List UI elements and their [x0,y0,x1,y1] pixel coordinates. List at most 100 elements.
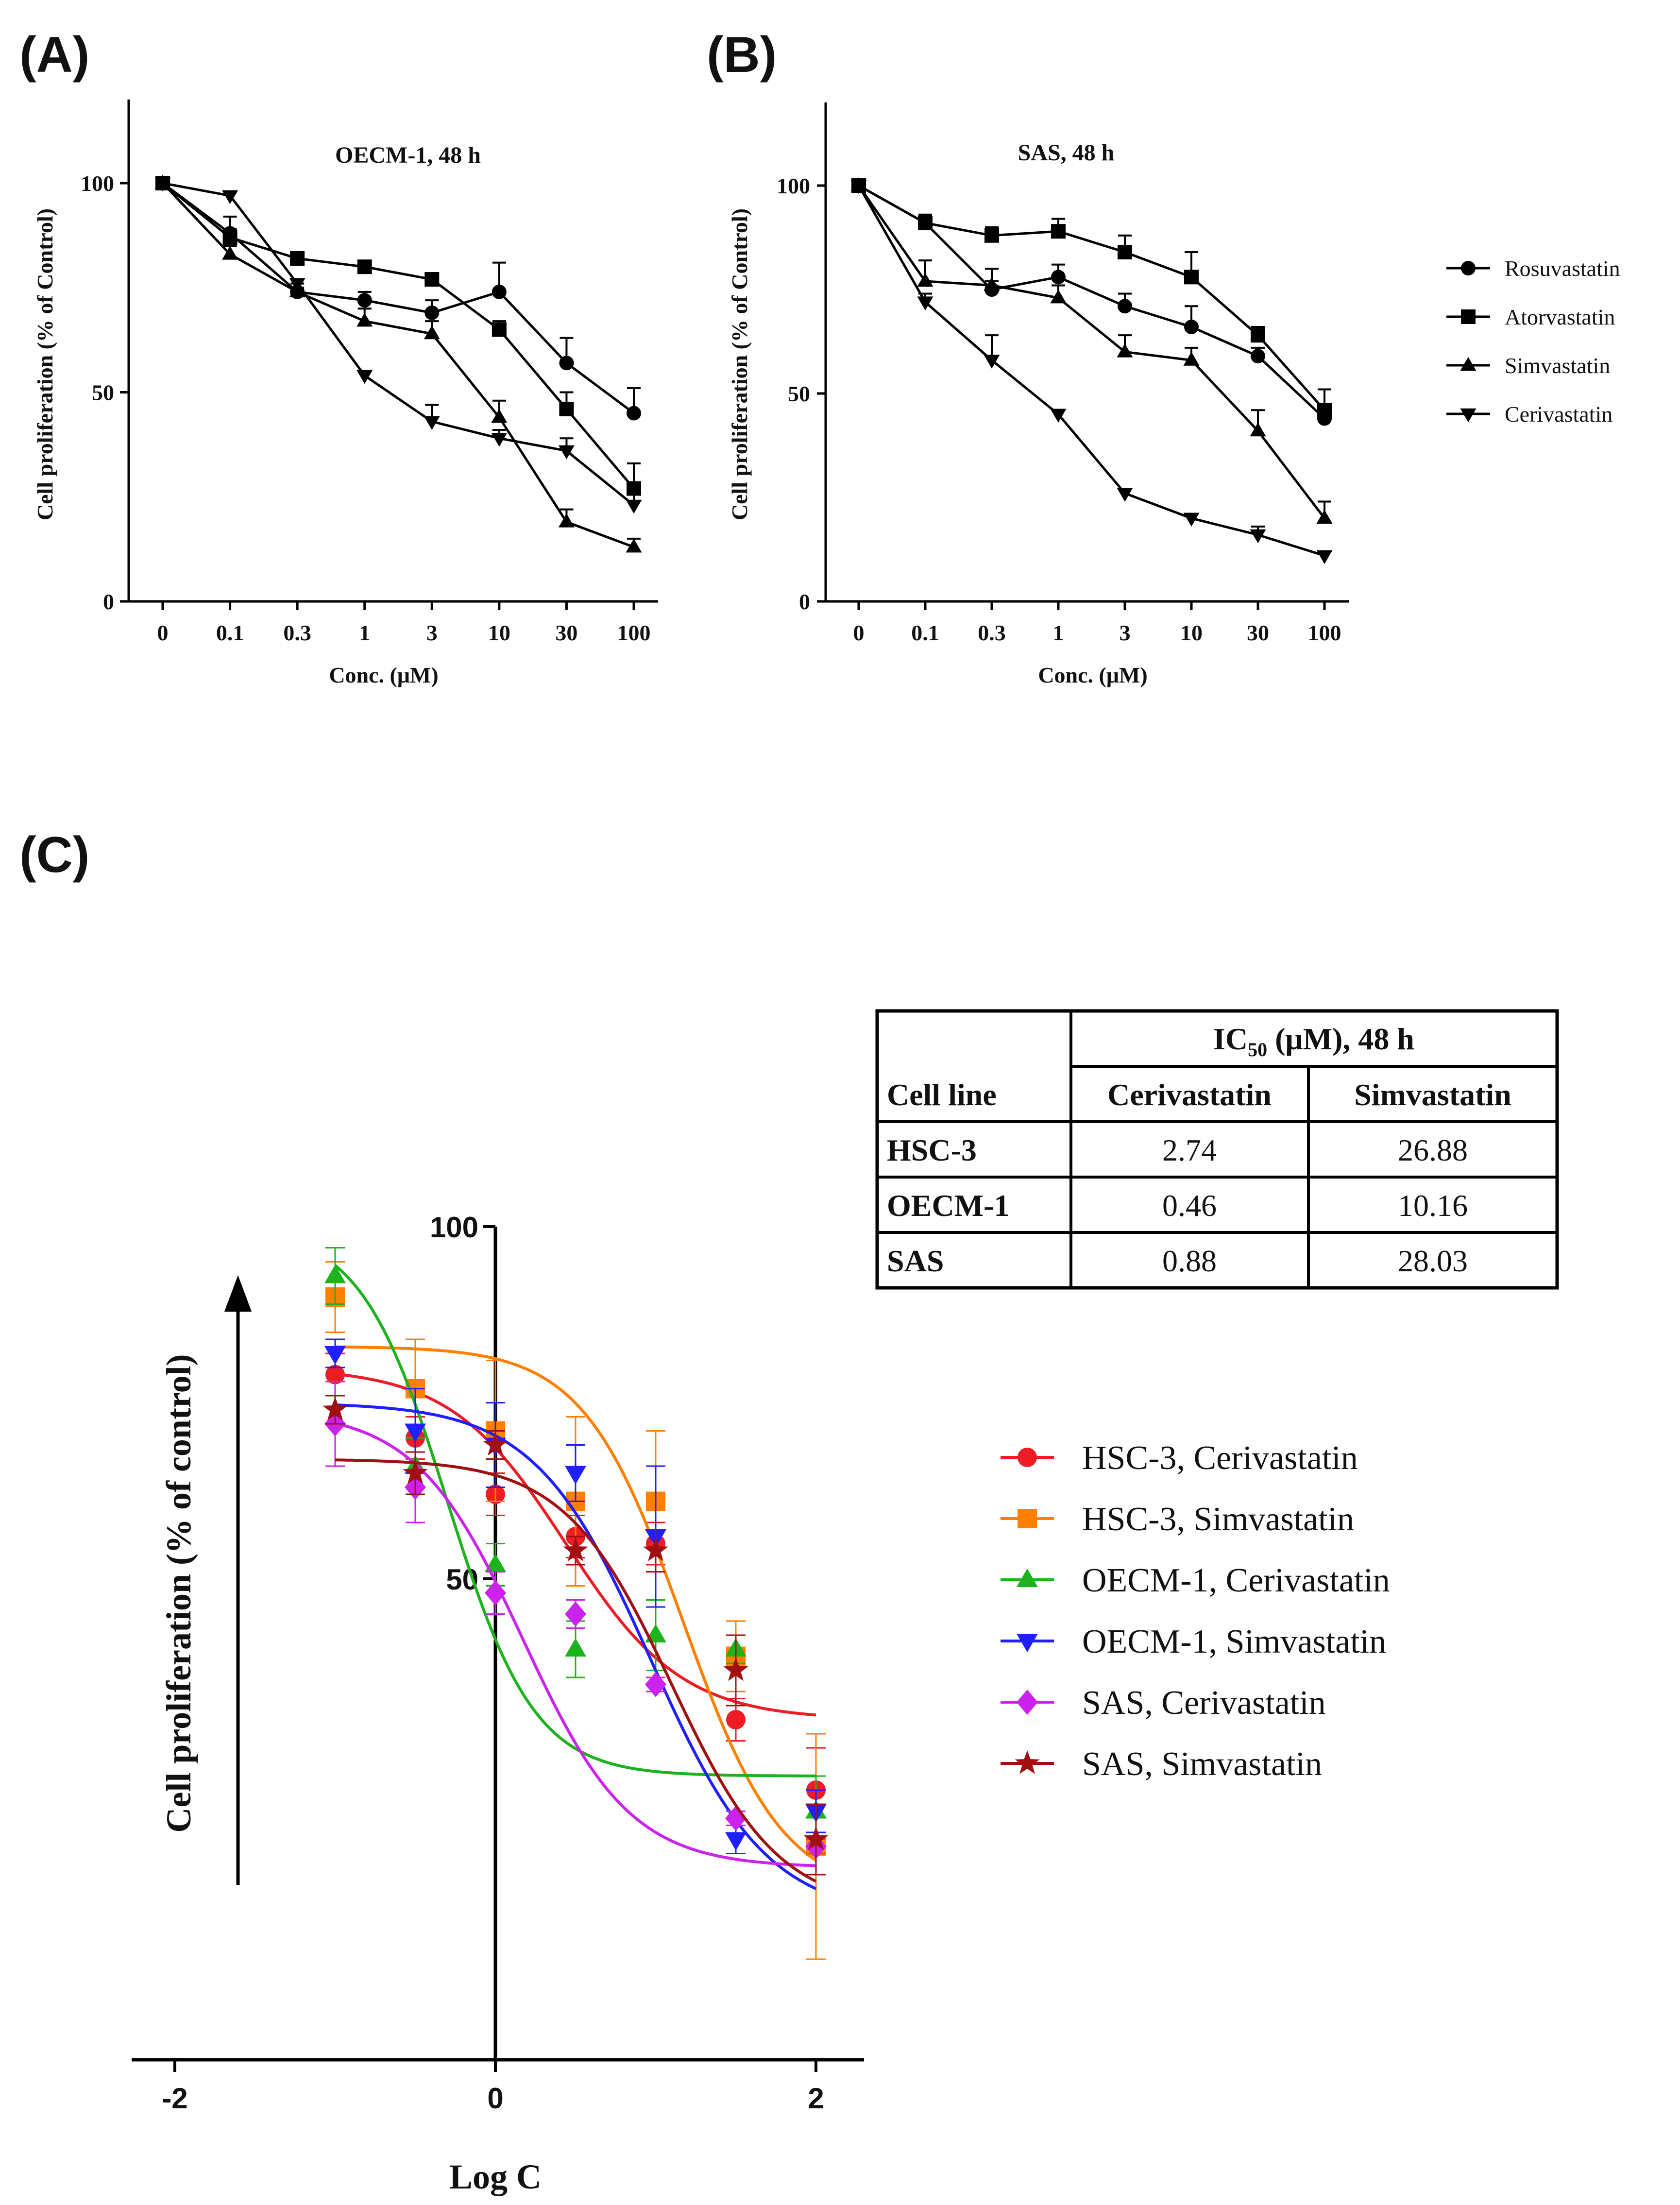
table-row-oecm1-ceriv: 0.46 [1162,1188,1217,1223]
panel-c-sas-simvastatin-point [483,1432,508,1456]
panel-c-y-tick-label: 100 [430,1211,478,1244]
panel-c-sas-simvastatin-point [803,1826,829,1850]
panel-label-b: (B) [707,27,777,83]
panel-a-xlabel: Conc. (μM) [329,663,438,687]
panel-a-atorvastatin-point [357,259,372,274]
table-border [875,1009,1559,1290]
panel-b-simvastatin-point [1117,343,1133,358]
panel-a-cerivastatin-point [491,432,508,447]
panel-c-ylabel: Cell proliferation (% of control) [159,1354,198,1832]
panel-b-simvastatin-point [1250,422,1266,437]
legend-item-atorvastatin: Atorvastatin [1446,305,1615,329]
panel-c-sas-cerivastatin-point [645,1672,666,1697]
panel-c-oecm-1-cerivastatin-point [324,1265,346,1283]
panel-a-x-tick-label: 0.3 [283,620,311,645]
legend-marker [1018,1509,1037,1528]
panel-a-y-tick-label: 0 [103,589,114,614]
panel-a-cerivastatin-line [162,182,635,506]
panel-a-simvastatin-point [626,538,642,553]
panel-b-atorvastatin-point [1184,270,1199,285]
panel-a-cerivastatin-point [154,177,171,192]
table-row-sas-ceriv: 0.88 [1162,1244,1217,1278]
panel-a-simvastatin-point [424,325,440,340]
panel-c-oecm-1-cerivastatin-series [324,1247,827,1847]
legend-marker [1017,1634,1038,1652]
panel-b-simvastatin-point [1183,352,1200,366]
panel-a-y-tick-label: 50 [92,380,114,405]
panel-c-oecm-1-simvastatin-point [405,1423,426,1442]
panel-a-rosuvastatin-series [155,176,641,421]
legend-item-hsc-3-cerivastatin: HSC-3, Cerivastatin [1001,1439,1358,1477]
panel-c-chart: Log C Cell proliferation (% of control) … [132,1211,1390,2196]
legend-label: SAS, Simvastatin [1082,1745,1322,1783]
panel-b-xlabel: Conc. (μM) [1038,663,1147,687]
panel-c-xlabel: Log C [449,2157,542,2196]
panel-b-x-tick-label: 0.3 [978,620,1006,645]
panel-c-sas-cerivastatin-point [565,1601,586,1627]
panel-a-rosuvastatin-point [627,406,641,421]
panel-a-chart: OECM-1, 48 h Conc. (μM) Cell proliferati… [33,99,658,687]
panel-a-rosuvastatin-point [492,284,507,299]
legend-marker [1461,261,1476,275]
panel-c-sas-simvastatin-point [563,1538,588,1561]
panel-a-x-tick-label: 100 [617,620,651,645]
panel-c-x-tick-label: 2 [808,2082,824,2115]
legend-label: Cerivastatin [1505,402,1612,427]
legend-marker [1017,1690,1038,1715]
panel-c-legend: HSC-3, Cerivastatin HSC-3, Simvastatin OEC… [1001,1439,1390,1783]
panel-b-simvastatin-point [1050,289,1067,304]
panel-b-x-tick-label: 1 [1053,620,1064,645]
panel-c-hsc-3-cerivastatin-point [726,1710,746,1729]
panel-b-rosuvastatin-point [1051,270,1066,285]
panel-label-c: (C) [19,827,89,883]
legend-label: OECM-1, Cerivastatin [1082,1562,1390,1599]
panel-b-x-tick-label: 0 [853,620,865,645]
panel-a-x-tick-label: 3 [426,620,438,645]
panel-a-x-tick-label: 0.1 [216,620,244,645]
panel-b-y-tick-label: 50 [788,381,810,406]
panel-a-atorvastatin-point [222,230,238,245]
panel-b-y-tick-label: 0 [799,589,810,614]
legend-label: HSC-3, Cerivastatin [1082,1439,1358,1477]
panel-b-cerivastatin-series [850,180,1333,564]
panel-b-cerivastatin-point [1050,409,1067,423]
panel-b-cerivastatin-point [917,296,933,310]
table-col-simvastatin: Simvastatin [1354,1077,1511,1112]
panel-b-simvastatin-point [917,273,933,287]
panel-b-x-tick-label: 30 [1247,620,1269,645]
legend-marker [1017,1569,1038,1587]
panel-a-x-tick-label: 1 [359,620,370,645]
panel-a-simvastatin-point [356,312,373,327]
panel-c-ylabel-group: Cell proliferation (% of control) [159,1275,252,1885]
panel-b-cerivastatin-line [857,185,1325,557]
panel-a-simvastatin-point [558,513,575,528]
legend-item-hsc-3-simvastatin: HSC-3, Simvastatin [1001,1501,1354,1538]
panel-a-simvastatin-line [162,182,634,548]
panel-c-sas-cerivastatin-point [485,1580,506,1606]
panel-b-y-tick-label: 100 [777,173,810,198]
panel-b-ylabel: Cell proliferation (% of Control) [727,208,752,520]
table-row-sas-simv: 28.03 [1398,1244,1468,1278]
table-header-ic: IC [1213,1022,1248,1056]
panel-b-atorvastatin-line [858,184,1325,411]
legend-label: SAS, Cerivastatin [1082,1684,1326,1722]
table-col-cerivastatin: Cerivastatin [1107,1077,1272,1112]
panel-a-cerivastatin-series [154,177,642,514]
panel-c-sas-simvastatin-point [643,1538,668,1561]
legend-item-sas-simvastatin: SAS, Simvastatin [1001,1745,1322,1783]
legend-marker [1018,1448,1037,1467]
panel-c-sas-simvastatin-point [723,1657,748,1681]
panel-label-a: (A) [19,27,89,83]
panel-b-cerivastatin-point [1250,529,1266,544]
panel-a-rosuvastatin-line [162,182,635,414]
panel-b-simvastatin-point [1316,510,1333,524]
panel-c-oecm-1-simvastatin-point [324,1346,346,1365]
legend-marker [1461,309,1476,324]
panel-a-x-tick-label: 0 [157,620,169,645]
panel-c-y-arrow-head [224,1275,252,1312]
panel-b-rosuvastatin-point [1184,320,1199,335]
panel-b-cerivastatin-point [1183,513,1200,527]
panel-a-cerivastatin-point [424,416,440,430]
panel-a-atorvastatin-point [290,251,305,266]
table-col0-header: Cell line [887,1077,997,1112]
